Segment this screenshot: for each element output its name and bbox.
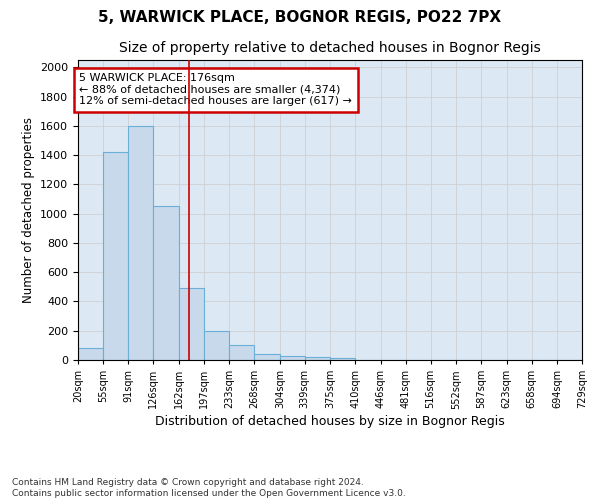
Bar (103, 152, 128, 360)
Bar (305, 357, 331, 360)
Text: Contains HM Land Registry data © Crown copyright and database right 2024.
Contai: Contains HM Land Registry data © Crown c… (12, 478, 406, 498)
Bar (331, 358, 355, 360)
Bar (154, 206, 179, 360)
X-axis label: Distribution of detached houses by size in Bognor Regis: Distribution of detached houses by size … (155, 416, 505, 428)
Bar (254, 354, 280, 360)
Text: 5 WARWICK PLACE: 176sqm
← 88% of detached houses are smaller (4,374)
12% of semi: 5 WARWICK PLACE: 176sqm ← 88% of detache… (79, 73, 352, 106)
Y-axis label: Number of detached properties: Number of detached properties (22, 117, 35, 303)
Bar (128, 126, 154, 360)
Bar (229, 346, 254, 360)
Text: 5, WARWICK PLACE, BOGNOR REGIS, PO22 7PX: 5, WARWICK PLACE, BOGNOR REGIS, PO22 7PX (98, 10, 502, 25)
Title: Size of property relative to detached houses in Bognor Regis: Size of property relative to detached ho… (119, 40, 541, 54)
Bar (204, 330, 229, 360)
Bar (280, 356, 305, 360)
Bar (179, 288, 204, 360)
Bar (78, 348, 103, 360)
